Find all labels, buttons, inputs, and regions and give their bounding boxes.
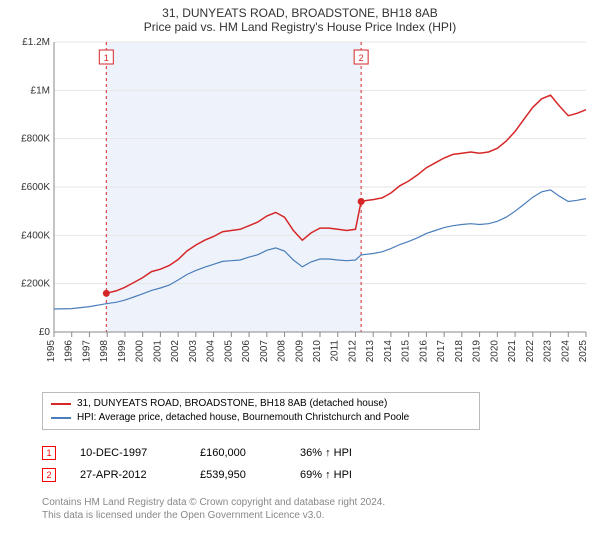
svg-text:2004: 2004 [206, 340, 217, 363]
legend: 31, DUNYEATS ROAD, BROADSTONE, BH18 8AB … [42, 392, 480, 430]
sale-price: £160,000 [200, 442, 300, 464]
svg-text:2006: 2006 [241, 340, 252, 363]
svg-text:£0: £0 [39, 327, 51, 338]
footer-text: Contains HM Land Registry data © Crown c… [42, 496, 385, 522]
chart-area: £0 £200K £400K £600K £800K £1M £1.2M 1995 1996 19… [8, 36, 592, 384]
svg-text:2020: 2020 [489, 340, 500, 363]
svg-text:£400K: £400K [21, 230, 50, 241]
sale-date: 10-DEC-1997 [80, 442, 200, 464]
svg-text:1995: 1995 [46, 340, 57, 363]
svg-text:2012: 2012 [347, 340, 358, 363]
svg-text:2023: 2023 [543, 340, 554, 363]
svg-text:2022: 2022 [525, 340, 536, 363]
svg-text:2013: 2013 [365, 340, 376, 363]
svg-text:1996: 1996 [64, 340, 75, 363]
chart-title: 31, DUNYEATS ROAD, BROADSTONE, BH18 8AB [0, 0, 600, 20]
svg-text:2011: 2011 [330, 340, 341, 362]
sale-pct: 69% ↑ HPI [300, 464, 380, 486]
svg-text:1997: 1997 [81, 340, 92, 363]
sale-marker: 1 [42, 446, 56, 460]
svg-text:1999: 1999 [117, 340, 128, 363]
legend-label: HPI: Average price, detached house, Bour… [77, 411, 409, 425]
svg-text:£800K: £800K [21, 134, 50, 145]
svg-text:2: 2 [359, 53, 364, 63]
svg-text:2005: 2005 [223, 340, 234, 363]
svg-text:2000: 2000 [135, 340, 146, 363]
svg-text:2019: 2019 [472, 340, 483, 363]
svg-text:2018: 2018 [454, 340, 465, 363]
svg-text:£200K: £200K [21, 279, 50, 290]
svg-text:£1.2M: £1.2M [22, 37, 50, 48]
svg-text:2008: 2008 [277, 340, 288, 363]
svg-text:2007: 2007 [259, 340, 270, 363]
svg-text:2010: 2010 [312, 340, 323, 363]
sale-date: 27-APR-2012 [80, 464, 200, 486]
svg-text:2016: 2016 [418, 340, 429, 363]
svg-text:2003: 2003 [188, 340, 199, 363]
legend-label: 31, DUNYEATS ROAD, BROADSTONE, BH18 8AB … [77, 397, 387, 411]
svg-text:1998: 1998 [99, 340, 110, 363]
svg-text:2014: 2014 [383, 340, 394, 363]
svg-text:1: 1 [104, 53, 109, 63]
svg-text:£600K: £600K [21, 182, 50, 193]
sale-events: 1 10-DEC-1997£160,00036% ↑ HPI 2 27-APR-20… [42, 442, 380, 486]
svg-text:£1M: £1M [31, 85, 50, 96]
sale-marker: 2 [42, 468, 56, 482]
svg-text:2009: 2009 [294, 340, 305, 363]
svg-text:2025: 2025 [578, 340, 589, 363]
svg-text:2001: 2001 [152, 340, 163, 363]
svg-text:2002: 2002 [170, 340, 181, 363]
svg-text:2017: 2017 [436, 340, 447, 363]
sale-pct: 36% ↑ HPI [300, 442, 380, 464]
svg-text:2024: 2024 [560, 340, 571, 363]
sale-price: £539,950 [200, 464, 300, 486]
svg-text:2021: 2021 [507, 340, 518, 363]
svg-text:2015: 2015 [401, 340, 412, 363]
